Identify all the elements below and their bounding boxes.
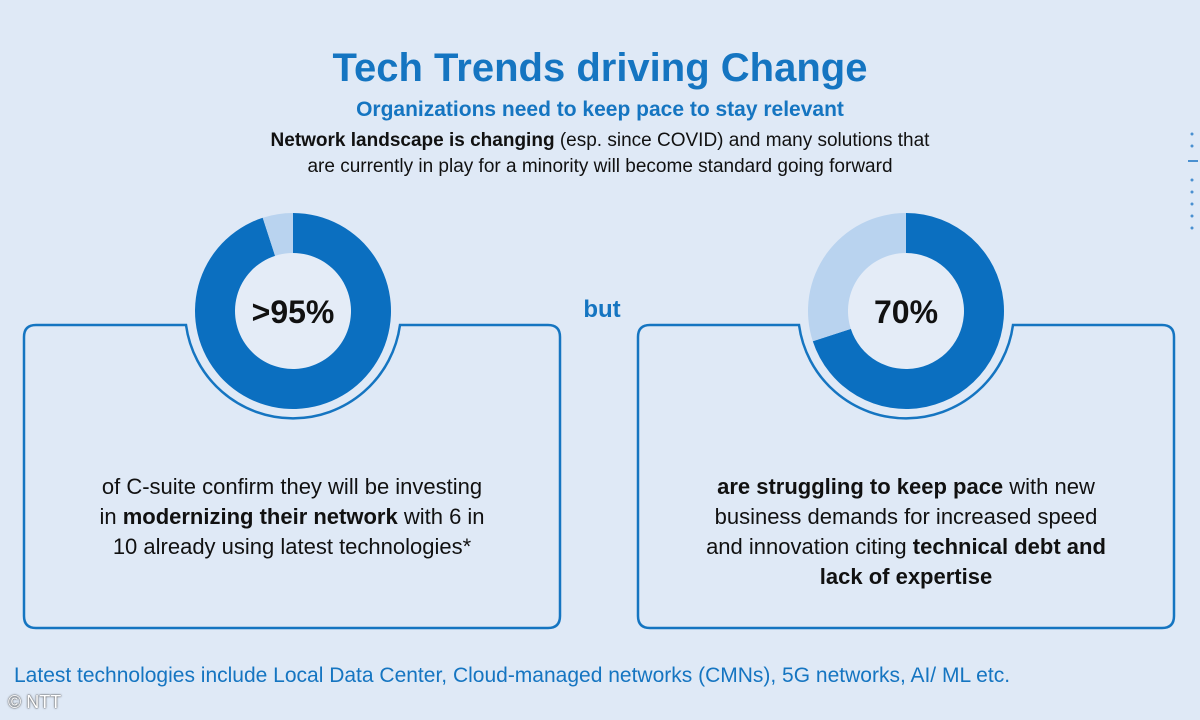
left-card-outline — [22, 323, 562, 630]
page-title: Tech Trends driving Change — [332, 46, 868, 90]
right-card-outline — [636, 323, 1176, 630]
left-text-line2-bold: modernizing their network — [122, 504, 398, 529]
right-donut-value-slice — [812, 213, 1004, 409]
right-text-line2: business demands for increased speed — [714, 504, 1098, 529]
right-text-line4-bold: lack of expertise — [819, 564, 993, 589]
left-text-line1: of C-suite confirm they will be investin… — [101, 474, 483, 499]
page-subtitle: Organizations need to keep pace to stay … — [356, 98, 844, 121]
left-donut-chart — [195, 213, 392, 409]
right-card-text: are struggling to keep pace with new bus… — [654, 472, 1158, 592]
left-text-line2-post: with 6 in — [397, 504, 485, 529]
intro-rest-line1: (esp. since COVID) and many solutions th… — [554, 130, 930, 151]
footnote: Latest technologies include Local Data C… — [14, 664, 1011, 687]
intro-text: Network landscape is changing (esp. sinc… — [150, 128, 1050, 180]
intro-bold: Network landscape is changing — [270, 130, 555, 151]
left-donut-remainder-slice — [262, 213, 293, 256]
left-card-text: of C-suite confirm they will be investin… — [40, 472, 544, 562]
side-decoration — [1188, 132, 1198, 230]
right-donut-chart — [808, 213, 1004, 409]
left-text-line3: 10 already using latest technologies* — [112, 534, 472, 559]
left-donut-value-slice — [195, 213, 392, 409]
intro-line2: are currently in play for a minority wil… — [307, 156, 893, 177]
connector-word: but — [583, 296, 621, 323]
copyright-watermark: © NTT — [8, 692, 62, 712]
right-donut-center — [846, 251, 966, 371]
left-stat-value: >95% — [251, 294, 335, 330]
left-donut-center — [233, 251, 353, 371]
right-text-line1-post: with new — [1003, 474, 1095, 499]
right-stat-value: 70% — [873, 294, 939, 330]
left-text-line2-pre: in — [99, 504, 123, 529]
right-donut-remainder-slice — [808, 213, 906, 342]
right-text-line3-bold: technical debt and — [912, 534, 1106, 559]
right-text-line3-pre: and innovation citing — [706, 534, 913, 559]
right-text-line1-bold: are struggling to keep pace — [717, 474, 1004, 499]
